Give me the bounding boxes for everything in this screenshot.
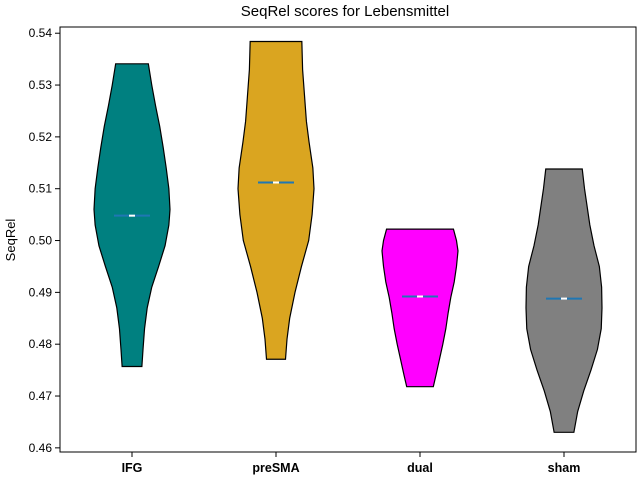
y-tick-label: 0.54 [29, 26, 53, 40]
y-tick-label: 0.50 [29, 234, 53, 248]
x-tick-label: IFG [122, 461, 143, 475]
y-tick-label: 0.47 [29, 389, 53, 403]
violin-body [237, 40, 315, 360]
y-axis-label: SeqRel [3, 219, 18, 262]
x-tick-label: dual [407, 461, 433, 475]
violin-body [525, 168, 603, 433]
y-tick-label: 0.46 [29, 441, 53, 455]
violin-group [93, 40, 603, 433]
y-axis-ticks: 0.46 0.47 0.48 0.49 0.50 0.51 0.52 0.53 0.54 [29, 26, 60, 455]
y-tick-label: 0.48 [29, 337, 53, 351]
y-tick-label: 0.49 [29, 285, 53, 299]
x-tick-label: sham [548, 461, 581, 475]
violin-body [381, 228, 459, 388]
y-tick-label: 0.53 [29, 78, 53, 92]
y-tick-label: 0.51 [29, 182, 53, 196]
x-tick-label: preSMA [252, 461, 299, 475]
chart-title: SeqRel scores for Lebensmittel [241, 3, 449, 20]
plot-frame [59, 26, 637, 453]
y-tick-label: 0.52 [29, 130, 53, 144]
x-axis-ticks: IFG preSMA dual sham [122, 452, 581, 475]
